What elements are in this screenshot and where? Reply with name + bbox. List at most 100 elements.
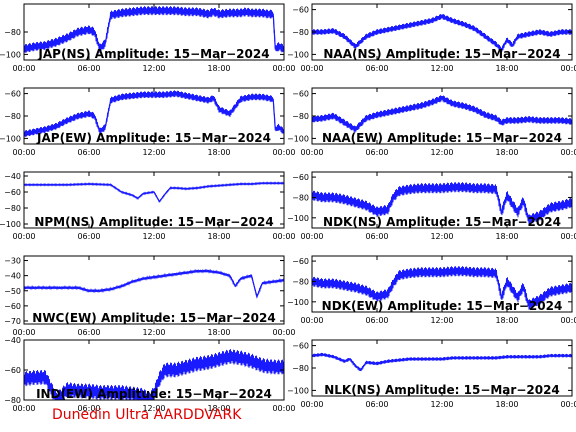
y-tick-label: −80	[4, 204, 21, 213]
y-tick-label: −80	[4, 112, 21, 121]
x-tick-label: 00:00	[560, 232, 576, 241]
panel-6: −30 −40 −50 −60 −70 00:00 06:00 12:00 18:00 00:00…	[4, 255, 296, 337]
y-tick-label: −40	[4, 272, 21, 281]
data-line	[312, 353, 572, 372]
panel-1: −60 −80 −100 00:00 06:00 12:00 18:00 00:00NAA(N…	[287, 3, 576, 73]
x-tick-label: 00:00	[272, 64, 295, 73]
y-tick-label: −60	[4, 302, 21, 311]
panel-title: NDK(NS) Amplitude: 15−Mar−2024	[323, 215, 561, 229]
panel-title: NLK(NS) Amplitude: 15−Mar−2024	[324, 383, 560, 397]
panel-7: −60 −80 −100 00:00 06:00 12:00 18:00 00:00 NDK(E…	[287, 255, 576, 325]
y-tick-label: −100	[0, 50, 21, 59]
panel-title: NWC(EW) Amplitude: 15−Mar−2024	[32, 311, 275, 325]
x-tick-label: 00:00	[300, 148, 323, 157]
y-tick-label: −60	[292, 342, 309, 351]
data-trace	[312, 352, 572, 372]
x-tick-label: 12:00	[430, 232, 453, 241]
panel-title: JAP(NS) Amplitude: 15−Mar−2024	[37, 47, 269, 61]
y-tick-label: −100	[287, 50, 309, 59]
x-tick-label: 00:00	[272, 148, 295, 157]
data-trace	[24, 268, 284, 298]
x-tick-label: 06:00	[365, 316, 388, 325]
y-tick-label: −50	[4, 287, 21, 296]
data-line	[312, 15, 572, 51]
y-tick-label: −100	[0, 220, 21, 229]
x-tick-label: 00:00	[12, 404, 35, 413]
x-tick-label: 00:00	[560, 316, 576, 325]
data-trace	[312, 95, 572, 133]
x-tick-label: 12:00	[142, 148, 165, 157]
x-tick-label: 00:00	[12, 232, 35, 241]
x-tick-label: 06:00	[77, 64, 100, 73]
x-tick-label: 00:00	[560, 148, 576, 157]
y-tick-label: −60	[4, 90, 21, 99]
x-tick-label: 18:00	[207, 148, 230, 157]
x-tick-label: 18:00	[207, 404, 230, 413]
x-tick-label: 00:00	[560, 400, 576, 409]
y-tick-label: −100	[287, 298, 309, 307]
data-line	[24, 182, 284, 203]
x-tick-label: 18:00	[495, 316, 518, 325]
panel-9: −60 −80 −100 00:00 06:00 12:00 18:00 00:00NLK(N…	[287, 339, 576, 409]
data-line	[24, 92, 284, 135]
y-tick-label: −100	[287, 134, 309, 143]
y-tick-label: −100	[0, 134, 21, 143]
data-trace	[24, 6, 284, 54]
x-tick-label: 12:00	[430, 400, 453, 409]
y-tick-label: −100	[287, 386, 309, 395]
x-tick-label: 12:00	[142, 404, 165, 413]
y-tick-label: −70	[4, 317, 21, 326]
x-tick-label: 00:00	[300, 64, 323, 73]
x-tick-label: 00:00	[300, 232, 323, 241]
panel-title: IND(EW) Amplitude: 15−Mar−2024	[36, 387, 272, 401]
panel-5: −60−80−10000:0006:0012:0018:0000:00NDK(N…	[287, 171, 576, 241]
y-tick-label: −60	[292, 90, 309, 99]
x-tick-label: 06:00	[77, 404, 100, 413]
data-line	[24, 355, 284, 400]
x-tick-label: 00:00	[12, 64, 35, 73]
y-tick-label: −80	[292, 193, 309, 202]
data-line	[24, 270, 284, 299]
panel-title: NDK(EW) Amplitude: 15−Mar−2024	[322, 299, 563, 313]
data-line	[312, 270, 572, 306]
y-tick-label: −60	[4, 366, 21, 375]
y-tick-label: −80	[4, 28, 21, 37]
x-tick-label: 06:00	[77, 328, 100, 337]
y-tick-label: −80	[292, 112, 309, 121]
x-tick-label: 18:00	[495, 64, 518, 73]
data-line	[312, 186, 572, 221]
panel-0: −80 −100 00:00 06:00 12:00 18:00 00:00JAP(NS) …	[0, 3, 296, 73]
x-tick-label: 18:00	[207, 232, 230, 241]
panel-2: −60 −80 −100 00:00 06:00 12:00 18:00 00:00JAP(E…	[0, 87, 296, 157]
x-tick-label: 00:00	[272, 328, 295, 337]
data-line	[24, 10, 284, 50]
y-tick-label: −100	[287, 214, 309, 223]
y-tick-label: −60	[292, 257, 309, 266]
data-trace	[312, 14, 572, 52]
x-tick-label: 12:00	[430, 64, 453, 73]
y-tick-label: −40	[4, 336, 21, 345]
y-tick-label: −80	[4, 396, 21, 405]
x-tick-label: 12:00	[142, 64, 165, 73]
x-tick-label: 00:00	[12, 148, 35, 157]
panel-title: NPM(NS) Amplitude: 15−Mar−2024	[34, 215, 273, 229]
x-tick-label: 12:00	[142, 232, 165, 241]
x-tick-label: 06:00	[77, 148, 100, 157]
x-tick-label: 06:00	[365, 232, 388, 241]
y-tick-label: −40	[4, 172, 21, 181]
x-tick-label: 06:00	[365, 148, 388, 157]
footer-label: Dunedin Ultra AARDDVARK	[52, 407, 242, 423]
panel-title: NAA(NS) Amplitude: 15−Mar−2024	[323, 47, 560, 61]
data-line	[312, 97, 572, 131]
x-tick-label: 18:00	[207, 64, 230, 73]
y-tick-label: −80	[292, 277, 309, 286]
x-tick-label: 12:00	[430, 316, 453, 325]
panel-title: JAP(EW) Amplitude: 15−Mar−2024	[36, 131, 271, 145]
x-tick-label: 00:00	[272, 232, 295, 241]
y-tick-label: −80	[292, 364, 309, 373]
panel-3: −60 −80 −100 00:00 06:00 12:00 18:00 00:00 NAA(E…	[287, 87, 576, 157]
x-tick-label: 06:00	[365, 400, 388, 409]
x-tick-label: 00:00	[12, 328, 35, 337]
y-tick-label: −60	[4, 188, 21, 197]
x-tick-label: 00:00	[300, 316, 323, 325]
